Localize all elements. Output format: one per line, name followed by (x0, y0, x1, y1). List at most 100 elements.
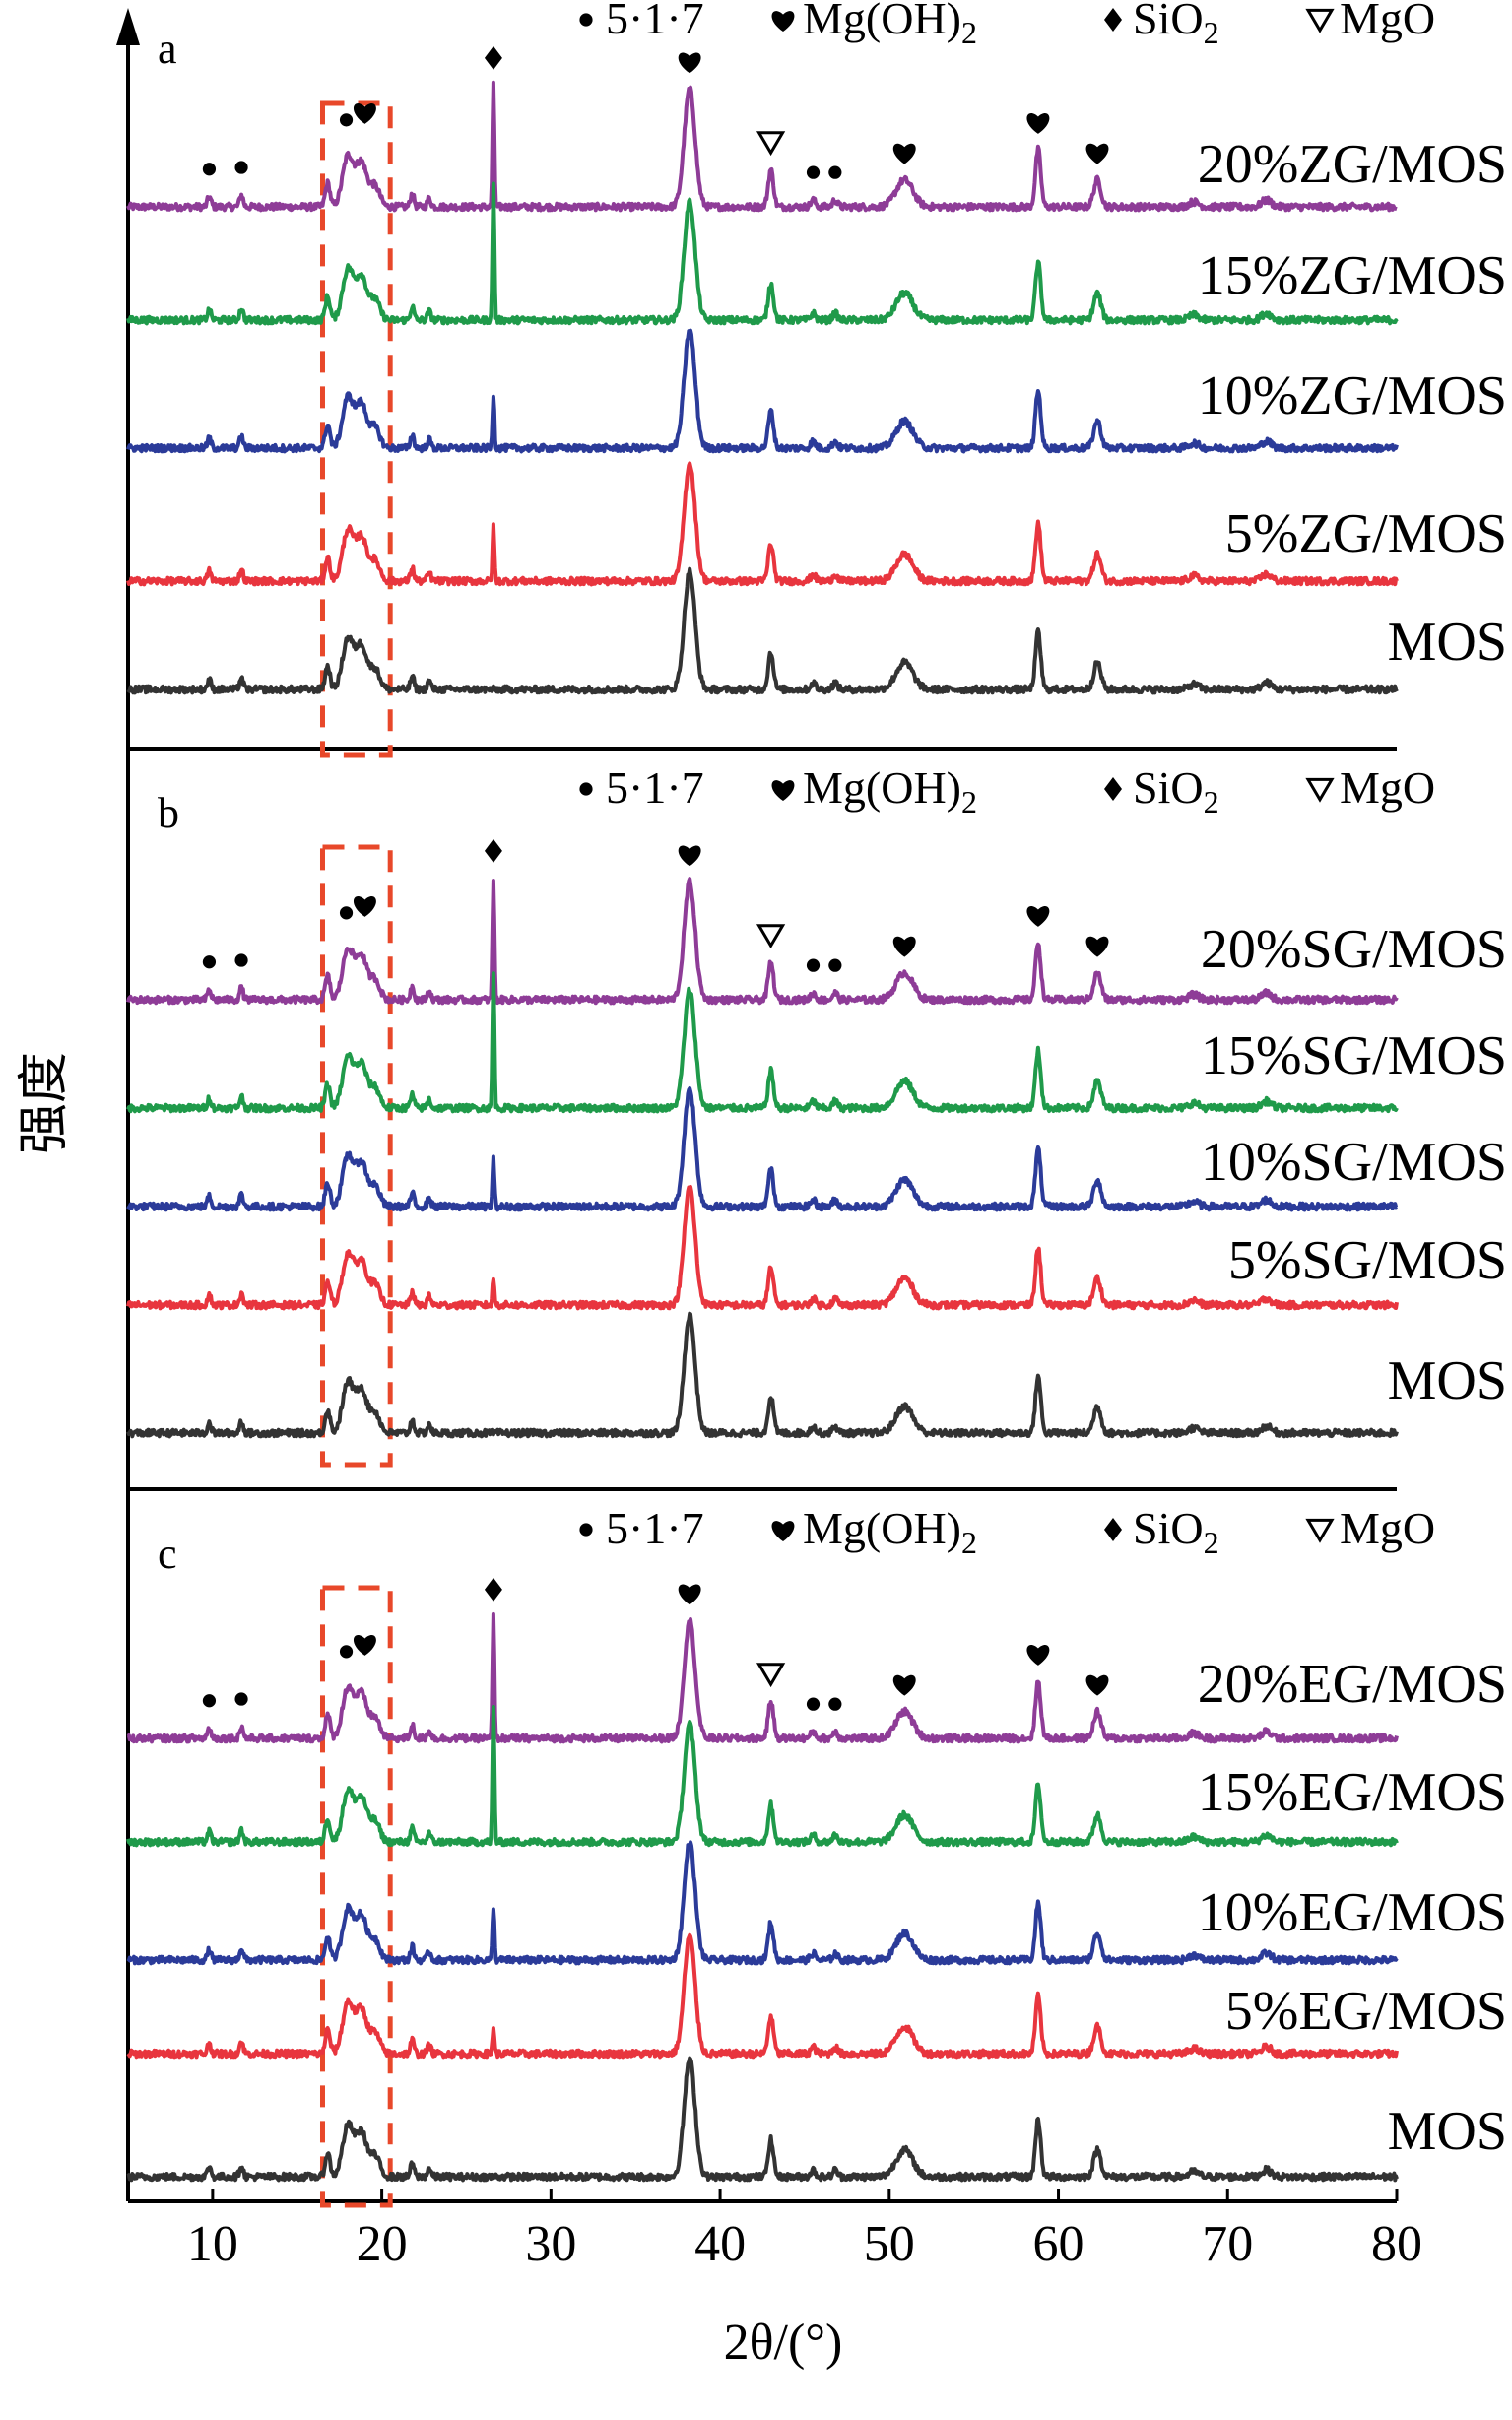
series-line-20%SG/MOS (126, 877, 1399, 1006)
peak-marker-circle (202, 955, 217, 969)
x-tick-label: 40 (694, 2216, 746, 2272)
highlight-box (319, 1585, 393, 2208)
series-line-MOS (126, 1311, 1399, 1439)
series-label: 10%EG/MOS (1198, 1882, 1507, 1943)
legend-symbol-triangle (1305, 1518, 1335, 1543)
x-tick-label: 50 (864, 2216, 915, 2272)
peak-marker-circle (234, 1692, 248, 1706)
peak-marker-circle (202, 163, 217, 176)
series-line-MOS (126, 2056, 1399, 2183)
series-label: MOS (1388, 612, 1507, 673)
series-label: 15%SG/MOS (1201, 1025, 1507, 1086)
series-label: 20%SG/MOS (1201, 919, 1507, 980)
panel-label-c: c (158, 1530, 177, 1578)
peak-marker-circle (828, 958, 842, 972)
legend-label: MgO (1340, 1503, 1435, 1553)
series-line-15%EG/MOS (126, 1704, 1399, 1848)
legend-label: 5·1·7 (606, 0, 704, 43)
panel-label-a: a (158, 25, 177, 73)
highlight-box (319, 100, 393, 758)
peak-marker-heart (678, 1584, 701, 1605)
legend-symbol-triangle (1305, 8, 1335, 33)
series-line-15%SG/MOS (126, 971, 1399, 1114)
series-line-5%ZG/MOS (126, 461, 1399, 587)
peak-marker-heart (1026, 1645, 1050, 1666)
peak-marker-triangle (756, 924, 786, 949)
legend-symbol-heart (771, 780, 795, 801)
series-line-MOS (126, 566, 1399, 695)
legend-label: 5·1·7 (606, 762, 704, 813)
y-axis-arrow (116, 8, 140, 45)
peak-marker-heart (892, 143, 916, 164)
x-tick-label: 20 (357, 2216, 408, 2272)
legend-label: 5·1·7 (606, 1503, 704, 1553)
peak-marker-heart (353, 103, 376, 124)
peak-marker-triangle (756, 1663, 786, 1688)
peak-marker-heart (678, 52, 701, 74)
peak-marker-diamond (484, 1577, 502, 1602)
peak-marker-circle (806, 1697, 821, 1711)
x-tick-label: 30 (525, 2216, 576, 2272)
x-tick-label: 10 (187, 2216, 238, 2272)
series-line-20%EG/MOS (126, 1611, 1399, 1744)
legend-symbol-heart (771, 1521, 795, 1541)
peak-marker-heart (1085, 143, 1109, 164)
peak-marker-heart (892, 1674, 916, 1696)
series-label: 10%SG/MOS (1201, 1132, 1507, 1193)
series-line-10%SG/MOS (126, 1086, 1399, 1212)
legend-label: SiO2 (1133, 762, 1219, 819)
x-axis-title: 2θ/(°) (724, 2315, 843, 2371)
peak-marker-heart (1026, 113, 1050, 134)
legend-label: MgO (1340, 0, 1435, 43)
legend-label: MgO (1340, 762, 1435, 813)
series-line-10%ZG/MOS (126, 328, 1399, 454)
peak-marker-circle (234, 953, 248, 967)
peak-marker-heart (353, 896, 376, 917)
legend-label: Mg(OH)2 (803, 762, 977, 819)
legend-label: SiO2 (1133, 1503, 1219, 1560)
peak-marker-diamond (484, 838, 502, 863)
peak-marker-triangle (756, 131, 786, 157)
peak-marker-circle (828, 165, 842, 179)
peak-marker-circle (806, 958, 821, 972)
x-tick-label: 80 (1371, 2216, 1422, 2272)
legend-label: Mg(OH)2 (803, 0, 977, 50)
legend-symbol-circle (579, 1523, 593, 1537)
series-line-10%EG/MOS (126, 1840, 1399, 1966)
legend-symbol-diamond (1104, 777, 1122, 801)
series-label: 15%EG/MOS (1198, 1762, 1507, 1823)
legend-symbol-heart (771, 11, 795, 32)
x-tick-label: 70 (1202, 2216, 1253, 2272)
series-line-5%EG/MOS (126, 1932, 1399, 2060)
series-label: 20%ZG/MOS (1198, 134, 1507, 195)
peak-marker-circle (234, 161, 248, 174)
plot-area: 10 20 30 40 50 60 70 80 a 5·1·7 Mg(OH)2 SiO2 MgO 20%Z… (126, 0, 1507, 2272)
peak-marker-circle (339, 906, 354, 920)
peak-marker-circle (339, 1645, 354, 1659)
series-label: 20%EG/MOS (1198, 1654, 1507, 1715)
legend-symbol-circle (579, 13, 593, 27)
series-line-5%SG/MOS (126, 1184, 1399, 1311)
legend-label: Mg(OH)2 (803, 1503, 977, 1560)
series-label: 15%ZG/MOS (1198, 245, 1507, 306)
y-axis-title: 强度 (17, 1052, 73, 1154)
x-tick-label: 60 (1033, 2216, 1085, 2272)
peak-marker-heart (1085, 1674, 1109, 1696)
peak-marker-circle (806, 165, 821, 179)
peak-marker-heart (353, 1635, 376, 1656)
peak-marker-heart (1085, 936, 1109, 957)
peak-marker-heart (678, 845, 701, 867)
peak-marker-diamond (484, 45, 502, 70)
series-label: 5%SG/MOS (1228, 1230, 1507, 1291)
series-label: 5%EG/MOS (1225, 1981, 1507, 2042)
series-label: 5%ZG/MOS (1225, 503, 1507, 564)
peak-marker-circle (339, 113, 354, 127)
legend-symbol-diamond (1104, 1518, 1122, 1541)
legend-symbol-diamond (1104, 8, 1122, 32)
highlight-box (319, 844, 393, 1468)
legend-label: SiO2 (1133, 0, 1219, 50)
peak-marker-circle (828, 1697, 842, 1711)
series-label: MOS (1388, 1350, 1507, 1411)
peak-marker-heart (892, 936, 916, 957)
